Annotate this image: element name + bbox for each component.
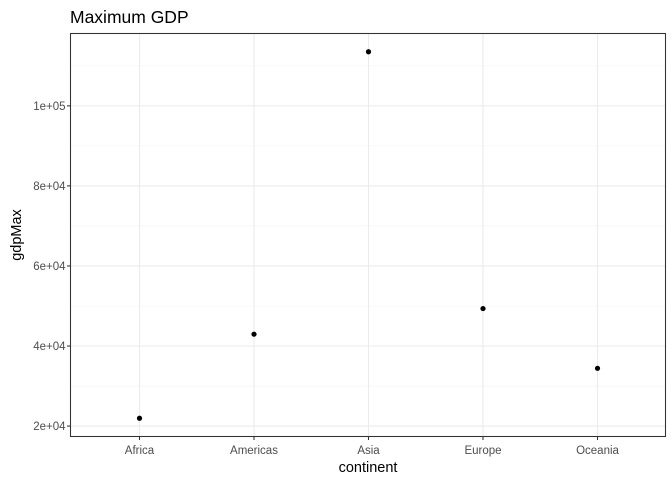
y-tick-label: 4e+04 — [33, 341, 66, 353]
x-tick-label: Americas — [230, 445, 278, 457]
y-tick-label: 6e+04 — [33, 261, 66, 273]
x-tick-label: Oceania — [576, 445, 619, 457]
data-point — [365, 49, 372, 55]
y-tick-label: 2e+04 — [33, 421, 66, 433]
ticks-layer — [67, 105, 599, 440]
y-axis-title: gdpMax — [9, 208, 25, 260]
chart-title: Maximum GDP — [70, 7, 189, 27]
data-point — [251, 331, 257, 337]
x-axis-title: continent — [339, 460, 398, 476]
y-tick-label: 1e+05 — [33, 101, 65, 113]
x-tick-label: Europe — [464, 445, 501, 457]
y-tick-label: 8e+04 — [33, 181, 66, 193]
data-point — [594, 365, 601, 371]
x-tick-label: Africa — [125, 445, 155, 457]
grid-layer — [70, 33, 666, 437]
points-layer — [136, 49, 601, 421]
data-point — [480, 305, 486, 312]
labels-layer: 2e+04 4e+04 6e+04 8e+04 1e+05 Africa Americas A… — [33, 101, 619, 457]
data-point — [136, 415, 143, 421]
x-tick-label: Asia — [357, 445, 380, 457]
